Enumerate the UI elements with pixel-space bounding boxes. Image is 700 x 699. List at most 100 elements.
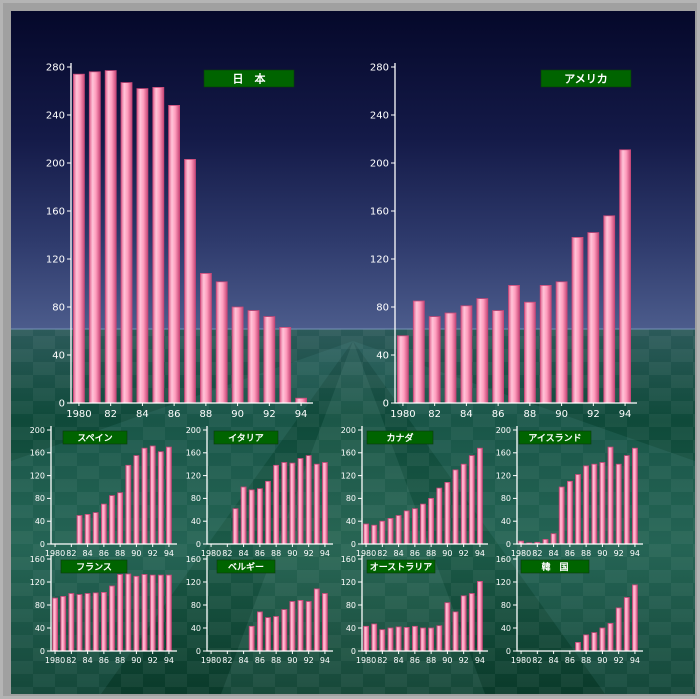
bar-1986 <box>256 488 263 545</box>
country-label-box <box>518 430 592 445</box>
bar-1991 <box>571 236 584 404</box>
bar-1992 <box>263 316 276 404</box>
x-tick-label: 94 <box>630 549 640 558</box>
x-tick-label: 1980 <box>511 656 531 665</box>
x-tick-label: 86 <box>565 656 575 665</box>
x-tick-label: 84 <box>239 656 249 665</box>
y-tick-label: 160 <box>496 555 511 564</box>
y-tick-label: 120 <box>341 471 356 480</box>
bar-1987 <box>109 495 115 545</box>
y-tick-label: 40 <box>346 624 356 633</box>
bar-1991 <box>141 447 148 545</box>
y-tick-label: 280 <box>370 63 389 74</box>
bar-1983 <box>542 539 549 545</box>
x-tick-label: 84 <box>239 549 249 558</box>
y-tick-label: 120 <box>341 578 356 587</box>
x-tick-label: 88 <box>199 409 212 420</box>
x-tick-label: 1980 <box>201 656 221 665</box>
bar-1980 <box>52 597 58 652</box>
bar-1988 <box>428 497 435 545</box>
x-tick-label: 82 <box>104 409 117 420</box>
y-tick-label: 0 <box>506 540 511 549</box>
chart-australia: 0 40 80 120 160 1980 82 84 86 88 90 92 94 オーストラリア <box>341 555 488 665</box>
y-tick-label: 40 <box>501 624 511 633</box>
x-tick-label: 82 <box>222 656 232 665</box>
chart-usa: 0 40 80 120 160 200 240 280 1980 82 84 86 88 90 92 94 アメ… <box>370 63 637 420</box>
bar-1985 <box>152 87 165 404</box>
x-tick-label: 82 <box>222 549 232 558</box>
y-tick-label: 0 <box>40 540 45 549</box>
bar-1993 <box>468 593 475 652</box>
bar-1991 <box>452 469 459 545</box>
chart-korea: 0 40 80 120 160 1980 82 84 86 88 90 92 94 韓 国 <box>496 555 643 665</box>
bar-1989 <box>436 625 443 652</box>
x-tick-label: 94 <box>630 656 640 665</box>
y-tick-label: 80 <box>191 601 201 610</box>
y-tick-label: 0 <box>351 647 356 656</box>
x-tick-label: 1980 <box>390 409 415 420</box>
country-label-box <box>520 559 590 574</box>
bar-1985 <box>558 486 565 545</box>
bar-1989 <box>125 573 132 652</box>
bar-1989 <box>436 487 443 545</box>
bar-1989 <box>215 281 228 404</box>
bar-1983 <box>387 517 394 545</box>
bar-1983 <box>444 312 457 404</box>
bar-1985 <box>248 489 255 545</box>
y-tick-label: 40 <box>191 517 201 526</box>
bar-1981 <box>60 596 67 652</box>
x-tick-label: 94 <box>164 549 174 558</box>
bar-1987 <box>184 158 196 404</box>
bar-1990 <box>555 281 568 404</box>
bar-1989 <box>591 463 598 545</box>
x-tick-label: 92 <box>459 549 469 558</box>
bar-1984 <box>550 533 557 545</box>
x-tick-label: 86 <box>410 549 420 558</box>
x-tick-label: 92 <box>614 549 624 558</box>
bar-1994 <box>632 447 638 545</box>
y-tick-label: 160 <box>186 449 201 458</box>
y-tick-label: 80 <box>35 494 45 503</box>
bar-1985 <box>476 298 489 404</box>
y-tick-label: 160 <box>30 449 45 458</box>
y-tick-label: 80 <box>52 303 65 314</box>
bar-1983 <box>387 627 394 652</box>
bar-1991 <box>141 574 148 652</box>
y-tick-label: 120 <box>496 471 511 480</box>
bar-1986 <box>101 503 107 545</box>
y-tick-label: 200 <box>46 159 65 170</box>
y-tick-label: 0 <box>383 399 389 410</box>
bar-1994 <box>619 149 631 404</box>
x-tick-label: 84 <box>549 656 559 665</box>
bar-1992 <box>587 232 600 404</box>
x-tick-label: 82 <box>377 656 387 665</box>
y-tick-label: 80 <box>346 494 356 503</box>
y-tick-label: 160 <box>496 449 511 458</box>
bar-1990 <box>289 462 296 545</box>
y-tick-label: 40 <box>35 517 45 526</box>
x-tick-label: 84 <box>83 656 93 665</box>
bar-1993 <box>313 463 320 545</box>
bar-1988 <box>117 492 123 545</box>
bar-1986 <box>567 480 573 545</box>
bar-1987 <box>109 585 115 652</box>
bar-1982 <box>379 520 386 545</box>
bar-1991 <box>607 623 614 652</box>
bar-1984 <box>395 515 402 545</box>
y-tick-label: 0 <box>351 540 356 549</box>
bar-1994 <box>632 584 638 652</box>
country-label: オーストラリア <box>370 562 433 573</box>
x-tick-label: 92 <box>587 409 600 420</box>
bar-1993 <box>623 455 630 545</box>
x-tick-label: 94 <box>320 656 330 665</box>
y-tick-label: 40 <box>35 624 45 633</box>
y-tick-label: 40 <box>52 351 65 362</box>
bar-1984 <box>84 513 91 545</box>
country-label: 韓 国 <box>541 561 568 573</box>
chart-stage: 0 40 80 120 160 200 240 280 1980 82 84 86 88 90 92 94 日 … <box>11 11 695 694</box>
country-label: カナダ <box>386 432 413 444</box>
y-tick-label: 80 <box>501 601 511 610</box>
x-tick-label: 86 <box>168 409 181 420</box>
country-label-box <box>203 69 295 88</box>
